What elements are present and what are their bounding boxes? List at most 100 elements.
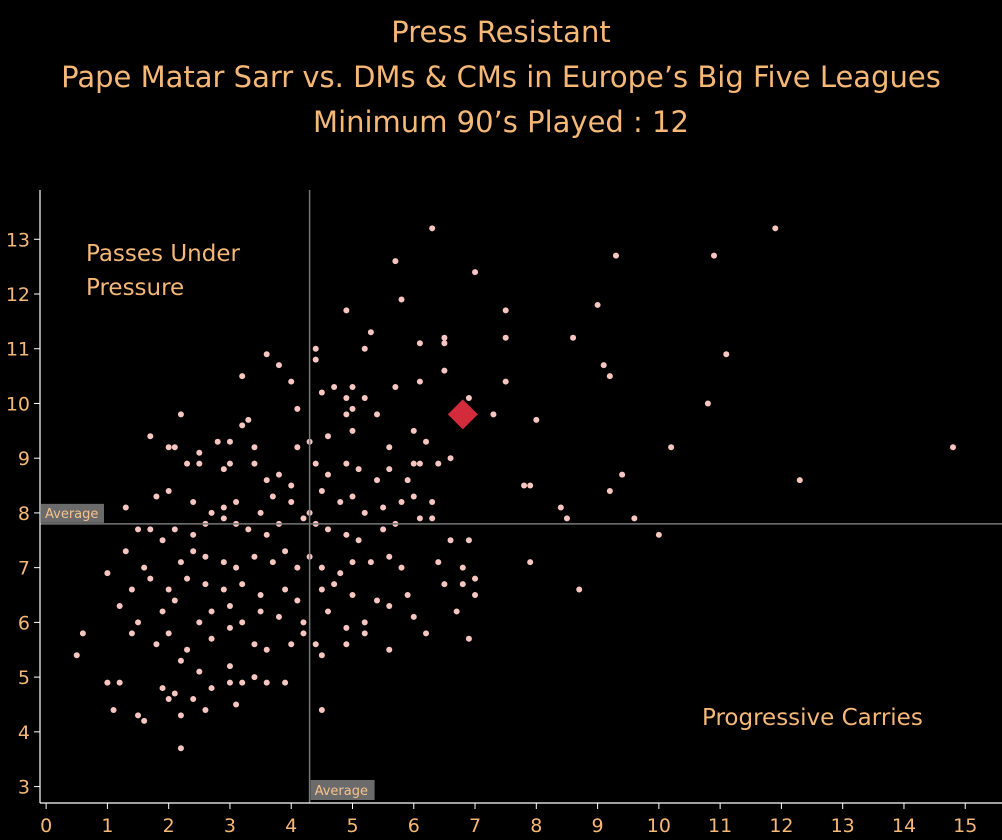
data-point [294,597,301,604]
data-point [263,351,270,358]
data-point [245,526,252,533]
data-point [472,575,479,582]
x-tick-label: 10 [647,815,671,837]
data-point [337,570,344,577]
data-point [263,679,270,686]
data-point [147,526,154,533]
data-point [429,515,436,522]
data-point [349,592,356,599]
data-point [116,679,123,686]
data-point [324,471,331,478]
data-point [318,586,325,593]
data-point [275,471,282,478]
data-point [472,269,479,276]
data-point [386,444,393,451]
data-point [374,477,381,484]
data-point [668,444,675,451]
data-point [472,592,479,599]
data-point [196,668,203,675]
data-point [386,602,393,609]
data-point [711,252,718,259]
data-point [288,378,295,385]
data-point [349,384,356,391]
data-point [208,509,215,516]
chart-header: Press Resistant Pape Matar Sarr vs. DMs … [0,10,1002,145]
data-point [165,586,172,593]
data-point [251,444,258,451]
points-layer [73,225,956,752]
data-point [398,564,405,571]
data-point [122,548,129,555]
data-point [177,712,184,719]
data-point [490,411,497,418]
x-tick-label: 3 [224,815,236,837]
y-average-tag [41,503,104,523]
data-point [208,608,215,615]
x-tick-label: 13 [831,815,855,837]
data-point [135,619,142,626]
data-point [147,575,154,582]
data-point [465,635,472,642]
data-point [361,394,368,401]
data-point [355,466,362,473]
data-point [184,460,191,467]
chart-title: Press Resistant [391,15,611,49]
data-point [563,515,570,522]
data-point [239,373,246,380]
data-point [214,438,221,445]
data-point [447,455,454,462]
data-point [324,608,331,615]
y-tick-label: 8 [18,503,30,525]
data-point [655,531,662,538]
data-point [288,498,295,505]
data-point [177,657,184,664]
data-point [171,597,178,604]
data-point [723,351,730,358]
data-point [239,581,246,588]
data-point [233,564,240,571]
data-point [606,488,613,495]
data-point [324,433,331,440]
y-average-label: Average [45,507,98,522]
data-point [239,422,246,429]
data-point [392,384,399,391]
data-point [226,624,233,631]
data-point [631,515,638,522]
data-point [251,641,258,648]
data-point [220,515,227,522]
data-point [612,252,619,259]
data-point [190,498,197,505]
y-tick-label: 11 [6,339,30,361]
data-point [312,345,319,352]
data-point [257,592,264,599]
data-point [361,619,368,626]
data-point [533,416,540,423]
chart-subtitle: Pape Matar Sarr vs. DMs & CMs in Europe’… [61,60,941,94]
data-point [294,405,301,412]
data-point [361,509,368,516]
data-point [282,586,289,593]
data-point [416,515,423,522]
y-tick-label: 4 [18,722,30,744]
data-point [435,559,442,566]
data-point [171,690,178,697]
data-point [570,334,577,341]
data-point [459,581,466,588]
data-point [606,373,613,380]
data-point [226,602,233,609]
data-point [226,460,233,467]
data-point [367,559,374,566]
data-point [159,685,166,692]
data-point [447,537,454,544]
data-point [441,334,448,341]
data-point [165,488,172,495]
data-point [220,586,227,593]
data-point [257,509,264,516]
data-point [128,586,135,593]
data-point [202,553,209,560]
data-point [233,498,240,505]
data-point [220,559,227,566]
data-point [135,526,142,533]
data-point [184,646,191,653]
y-tick-label: 9 [18,448,30,470]
